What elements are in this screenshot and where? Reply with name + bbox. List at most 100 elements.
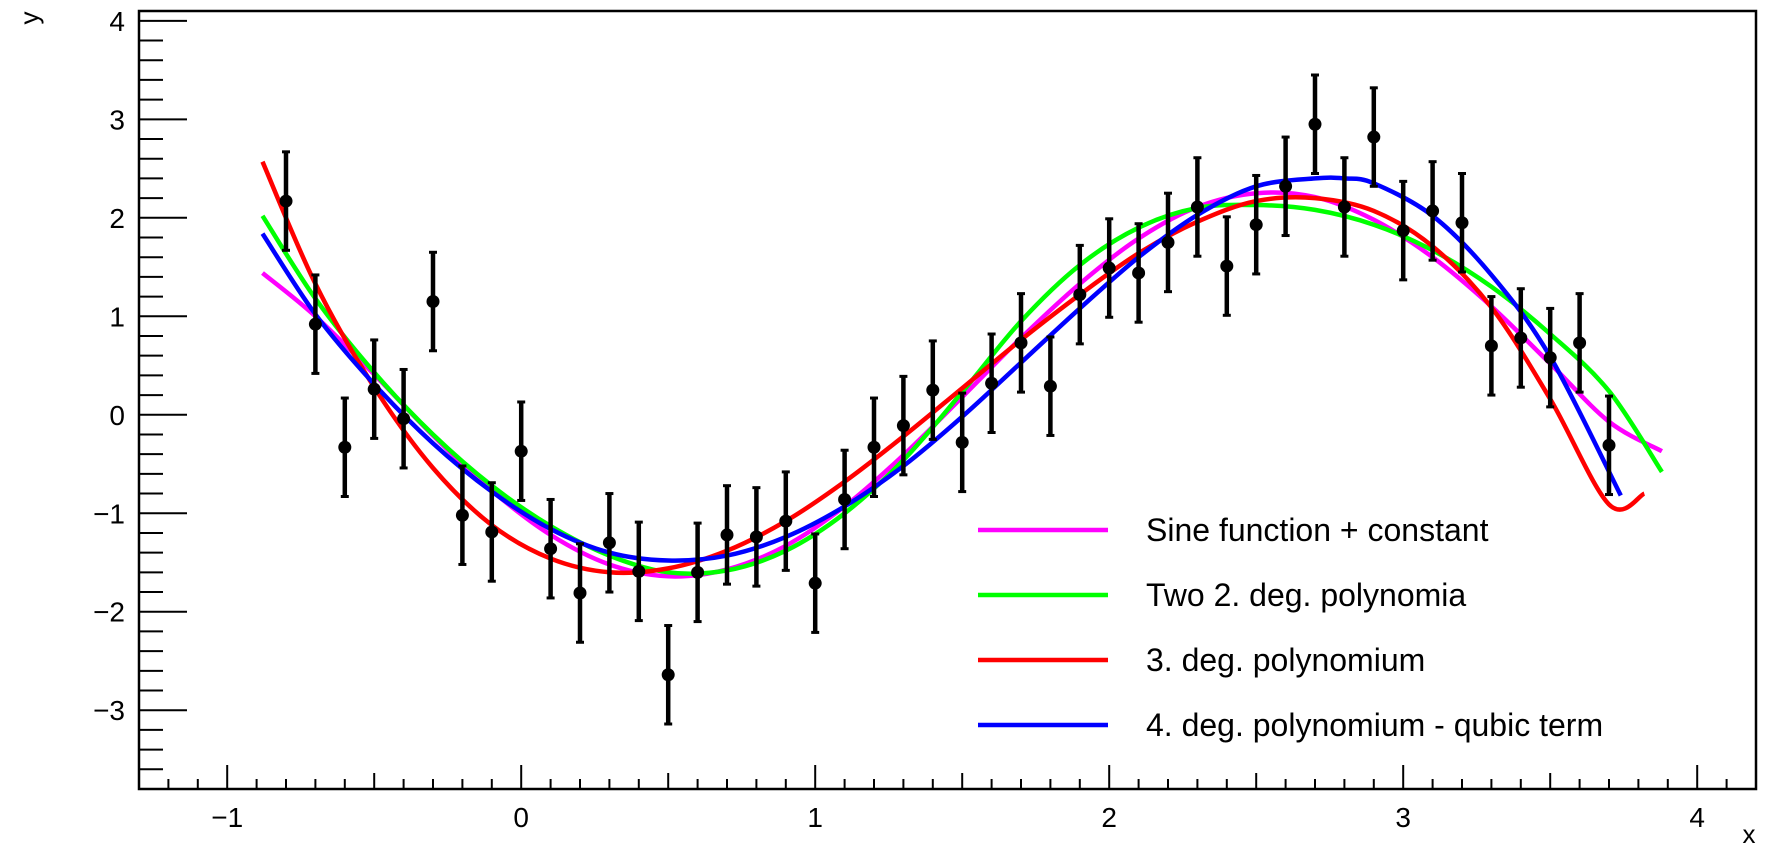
point-marker <box>1337 200 1351 214</box>
point-marker <box>573 586 587 600</box>
point-marker <box>397 412 411 426</box>
data-point <box>749 486 763 588</box>
point-marker <box>720 528 734 542</box>
point-marker <box>1279 179 1293 193</box>
data-point <box>985 332 999 434</box>
y-tick-label: −3 <box>93 695 125 726</box>
data-point <box>1455 171 1469 274</box>
point-marker <box>632 564 646 578</box>
point-marker <box>455 508 469 522</box>
point-marker <box>955 435 969 449</box>
legend-label: Two 2. deg. polynomia <box>1146 577 1466 613</box>
data-point <box>779 470 793 572</box>
point-marker <box>808 576 822 590</box>
data-point <box>1220 215 1234 317</box>
point-marker <box>749 530 763 544</box>
y-tick-label: 0 <box>109 400 125 431</box>
point-marker <box>1190 200 1204 214</box>
point-marker <box>1014 336 1028 350</box>
y-tick-label: 4 <box>109 6 125 37</box>
data-point <box>455 464 469 566</box>
data-point <box>279 150 293 252</box>
point-marker <box>1455 216 1469 230</box>
data-point <box>808 532 822 634</box>
data-point <box>1602 394 1616 497</box>
point-marker <box>1220 259 1234 273</box>
data-point <box>544 497 558 600</box>
data-point <box>955 391 969 494</box>
point-marker <box>485 525 499 539</box>
point-marker <box>426 295 440 309</box>
point-marker <box>1396 224 1410 238</box>
point-marker <box>1543 351 1557 365</box>
point-marker <box>985 376 999 390</box>
x-tick-label: 2 <box>1101 802 1117 833</box>
legend-label: Sine function + constant <box>1146 512 1489 548</box>
point-marker <box>1602 438 1616 452</box>
x-tick-label: 1 <box>807 802 823 833</box>
y-tick-label: −2 <box>93 597 125 628</box>
x-tick-label: 3 <box>1395 802 1411 833</box>
data-point <box>338 396 352 499</box>
y-tick-label: 2 <box>109 203 125 234</box>
data-point <box>573 542 587 644</box>
data-point <box>1484 295 1498 397</box>
y-axis-title: y <box>14 12 44 25</box>
legend: Sine function + constant Two 2. deg. poly… <box>978 512 1603 743</box>
point-marker <box>308 317 322 331</box>
point-marker <box>544 542 558 556</box>
axes: −1 0 1 2 3 4 −3 −2 −1 0 1 2 3 4 <box>93 6 1757 833</box>
data-point <box>661 624 675 726</box>
y-tick-label: 1 <box>109 301 125 332</box>
y-tick-label: −1 <box>93 498 125 529</box>
data-point <box>1337 156 1351 258</box>
data-point <box>1426 160 1440 262</box>
data-point <box>602 492 616 594</box>
point-marker <box>1102 261 1116 275</box>
point-marker <box>367 382 381 396</box>
point-marker <box>338 440 352 454</box>
y-tick-label: 3 <box>109 104 125 135</box>
point-marker <box>1132 266 1146 280</box>
point-marker <box>1161 235 1175 249</box>
data-point <box>691 521 705 624</box>
data-point <box>720 484 734 586</box>
fit-curve-4 <box>260 175 1623 563</box>
data-point <box>1102 217 1116 319</box>
point-marker <box>1573 336 1587 350</box>
fit-curve-3 <box>260 160 1646 576</box>
point-marker <box>1514 331 1528 345</box>
data-point <box>632 520 646 623</box>
point-marker <box>838 492 852 506</box>
point-marker <box>1367 130 1381 144</box>
point-marker <box>867 440 881 454</box>
data-point <box>485 481 499 583</box>
data-point <box>397 367 411 470</box>
point-marker <box>1043 379 1057 393</box>
data-point <box>1073 243 1087 346</box>
data-point <box>896 374 910 477</box>
data-point <box>1249 173 1263 276</box>
data-point <box>308 273 322 375</box>
data-point <box>1543 306 1557 409</box>
legend-label: 4. deg. polynomium - qubic term <box>1146 707 1603 743</box>
point-marker <box>926 383 940 397</box>
legend-label: 3. deg. polynomium <box>1146 642 1425 678</box>
point-marker <box>779 514 793 528</box>
data-point <box>926 339 940 441</box>
data-point <box>1132 222 1146 324</box>
data-point <box>1573 292 1587 394</box>
x-tick-label: 4 <box>1689 802 1705 833</box>
x-tick-label: 0 <box>513 802 529 833</box>
data-point <box>514 400 528 502</box>
data-point <box>1043 335 1057 437</box>
data-point <box>1161 191 1175 294</box>
plot-frame <box>137 9 1758 791</box>
data-point <box>1308 73 1322 175</box>
point-marker <box>1249 218 1263 232</box>
x-axis-title: x <box>1743 819 1756 849</box>
point-marker <box>1426 204 1440 218</box>
data-point <box>1367 86 1381 188</box>
point-marker <box>896 419 910 433</box>
